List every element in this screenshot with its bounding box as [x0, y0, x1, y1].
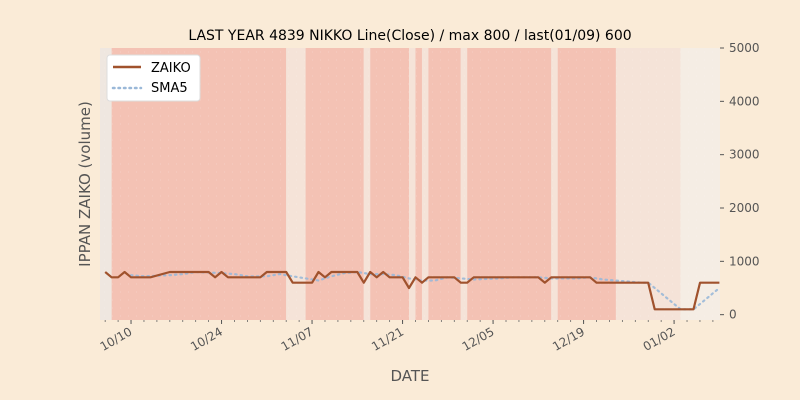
- band-1: [286, 48, 306, 320]
- chart-title: LAST YEAR 4839 NIKKO Line(Close) / max 8…: [188, 28, 631, 44]
- legend-label-sma5: SMA5: [151, 81, 188, 96]
- series-layer: [104, 270, 721, 311]
- band-12: [557, 48, 616, 320]
- y-tick-label: 2000: [729, 201, 760, 215]
- background-bands: [111, 48, 720, 320]
- x-axis-label: DATE: [390, 367, 429, 385]
- dot-grid: [104, 51, 713, 317]
- series-line-zaiko: [104, 270, 720, 311]
- band-10: [467, 48, 552, 320]
- y-tick-label: 3000: [729, 148, 760, 162]
- legend: ZAIKO SMA5: [106, 54, 201, 102]
- y-tick-label: 5000: [729, 41, 760, 55]
- band-9: [460, 48, 468, 320]
- band-6: [415, 48, 422, 320]
- y-tick-label: 1000: [729, 254, 760, 268]
- band-13: [615, 48, 681, 320]
- y-axis-label: IPPAN ZAIKO (volume): [76, 101, 94, 267]
- legend-label-zaiko: ZAIKO: [151, 61, 191, 76]
- y-tick-label: 0: [729, 308, 737, 322]
- band-3: [363, 48, 371, 320]
- y-tick-label: 4000: [729, 94, 760, 108]
- dot-texture: [104, 51, 713, 317]
- y-axis: 0 1000 2000 3000 4000 5000: [720, 41, 760, 322]
- band-2: [305, 48, 364, 320]
- band-8: [428, 48, 461, 320]
- band-5: [409, 48, 416, 320]
- band-7: [421, 48, 429, 320]
- band-11: [551, 48, 558, 320]
- band-14: [680, 48, 720, 320]
